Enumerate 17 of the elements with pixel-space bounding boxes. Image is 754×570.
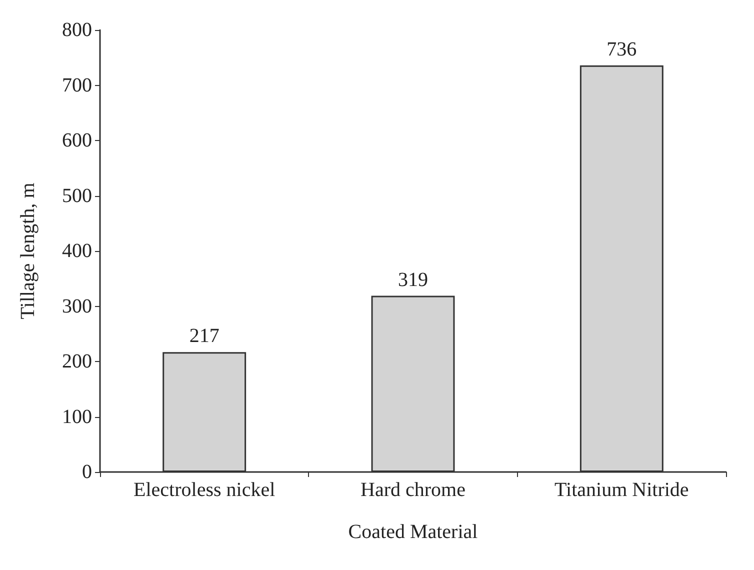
data-label: 217 bbox=[189, 325, 220, 348]
y-tick-label: 200 bbox=[62, 350, 92, 372]
x-axis-title: Coated Material bbox=[348, 521, 478, 543]
y-tick-label: 700 bbox=[62, 74, 92, 96]
y-tick-label: 600 bbox=[62, 130, 92, 152]
x-tick-label: Electroless nickel bbox=[134, 479, 276, 501]
y-tick-label: 0 bbox=[82, 461, 92, 483]
x-tick-label: Titanium Nitride bbox=[554, 479, 689, 501]
y-tick-label: 500 bbox=[62, 184, 92, 207]
y-tick-label: 400 bbox=[62, 240, 92, 262]
y-axis-title: Tillage length, m bbox=[17, 182, 39, 320]
y-tick-label: 100 bbox=[62, 406, 92, 428]
data-label: 319 bbox=[398, 268, 428, 291]
y-tick-label: 300 bbox=[62, 295, 92, 318]
data-label: 736 bbox=[606, 38, 637, 60]
x-tick-label: Hard chrome bbox=[360, 479, 466, 501]
y-tick-label: 800 bbox=[62, 19, 92, 41]
